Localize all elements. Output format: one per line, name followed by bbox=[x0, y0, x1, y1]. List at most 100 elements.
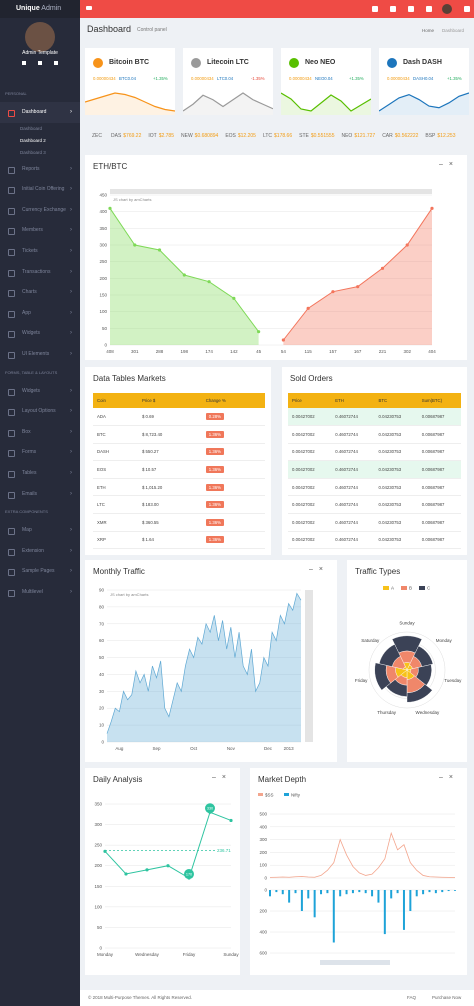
nav-item[interactable]: Emails bbox=[0, 484, 80, 505]
nav-item[interactable]: Sample Pages bbox=[0, 561, 80, 582]
ticker-symbol: IOT bbox=[148, 133, 157, 139]
avatar bbox=[25, 22, 55, 52]
legend-swatch bbox=[258, 793, 263, 796]
table-row: 0.00427002 0.46072744 0.04230753 0.00687987 bbox=[288, 408, 461, 427]
nav-item[interactable]: Reports bbox=[0, 159, 80, 180]
legend-swatch bbox=[401, 586, 407, 590]
y-tick-label: 150 bbox=[94, 884, 102, 889]
coin-card: Dash DASH 0.00000434 DASH0.04 +1.35% bbox=[379, 48, 469, 115]
point bbox=[108, 206, 112, 210]
legend-label: A bbox=[391, 586, 394, 591]
x-tick-label: 45 bbox=[256, 349, 262, 354]
nav-item[interactable]: Tables bbox=[0, 463, 80, 484]
nav-item[interactable]: Widgets bbox=[0, 381, 80, 402]
x-tick-label: 2013 bbox=[284, 746, 295, 751]
sold-orders-panel: Sold Orders Price ETH BTC Sum(BTC) 0.0042700… bbox=[282, 367, 467, 555]
nav-item[interactable]: Tickets bbox=[0, 241, 80, 262]
angle-label: Thursday bbox=[377, 710, 397, 715]
cell: 0.00687987 bbox=[417, 495, 461, 515]
panel-title: Daily Analysis bbox=[93, 775, 143, 784]
nav-item[interactable]: Initial Coin Offering bbox=[0, 179, 80, 200]
nav-item[interactable]: Map bbox=[0, 520, 80, 541]
nav-item[interactable]: UI Elements bbox=[0, 344, 80, 365]
average-label: 236.71 bbox=[217, 848, 231, 853]
y-tick-label: 50 bbox=[102, 326, 108, 331]
angle-label: Wednesday bbox=[416, 710, 440, 715]
breadcrumb-home[interactable]: Home bbox=[422, 28, 435, 33]
sparkline-area bbox=[379, 93, 469, 115]
sold-orders-table: Price ETH BTC Sum(BTC) 0.00427002 0.46072744 0… bbox=[288, 393, 461, 550]
bell-icon[interactable] bbox=[408, 6, 414, 12]
cell: 0.00687987 bbox=[417, 531, 461, 550]
footer-link[interactable]: FAQ bbox=[407, 995, 417, 1000]
cell-text: $ 183.00 bbox=[141, 502, 159, 508]
panel-title: Sold Orders bbox=[290, 374, 333, 383]
x-tick-label: Dec bbox=[264, 746, 273, 751]
cell: $ 1.64 bbox=[137, 531, 202, 550]
cell-text: ETH bbox=[97, 484, 106, 490]
nav-item[interactable]: Transactions bbox=[0, 262, 80, 283]
markets-table: Coin Price $ Change % ADA $ 0.69 0.28% BTC $ 8,… bbox=[93, 393, 265, 550]
depth-bar bbox=[307, 890, 310, 899]
nav-item[interactable]: Multilevel bbox=[0, 582, 80, 603]
sparkline bbox=[183, 92, 273, 112]
x-tick-label: 288 bbox=[156, 349, 164, 354]
angle-label: Monday bbox=[436, 638, 453, 643]
nav-item[interactable]: Charts bbox=[0, 282, 80, 303]
cell: 0.00427002 bbox=[288, 443, 332, 462]
table-row: 0.00427002 0.46072744 0.04230753 0.00687987 bbox=[288, 425, 461, 444]
ticker-price: $0.551555 bbox=[310, 133, 335, 139]
ticker: ZEC DAS $769.22 IOT $2.785 NEW $0.680894 EOS $12… bbox=[92, 133, 472, 139]
cell-text: 0.00687987 bbox=[421, 519, 445, 525]
x-tick-label: Wednesday bbox=[135, 952, 159, 957]
ticker-symbol: ZEC bbox=[92, 133, 102, 139]
nav-item[interactable]: App bbox=[0, 303, 80, 324]
coin-price: 0.00000434 bbox=[93, 76, 116, 81]
search-icon[interactable] bbox=[372, 6, 378, 12]
y-tick-label: 300 bbox=[259, 837, 267, 842]
nav-item[interactable]: Layout Options bbox=[0, 401, 80, 422]
point bbox=[207, 280, 211, 284]
footer-link[interactable]: Purchase Now bbox=[432, 995, 462, 1000]
nav-heading: EXTRA COMPONENTS bbox=[5, 509, 48, 515]
x-tick-label: 408 bbox=[106, 349, 114, 354]
user-icons bbox=[22, 61, 58, 66]
chat-icon[interactable] bbox=[426, 6, 432, 12]
nav-item[interactable]: Forms bbox=[0, 442, 80, 463]
nav-heading: FORMS, TABLE & LAYOUTS bbox=[5, 369, 58, 375]
depth-bar bbox=[371, 890, 374, 897]
y-tick-label: 100 bbox=[94, 904, 102, 909]
depth-bar bbox=[288, 890, 291, 903]
cell-text: EOS bbox=[97, 467, 107, 473]
y-tick-label: 350 bbox=[99, 226, 107, 231]
settings-icon[interactable] bbox=[464, 6, 470, 12]
cell-text: 0.00427002 bbox=[292, 537, 315, 543]
mail-icon[interactable] bbox=[390, 6, 396, 12]
chart: 0 50 100 150 200 250 300 350 Monday Wednesday Frid… bbox=[94, 802, 239, 958]
nav-subitem[interactable]: Dashboard 2 bbox=[20, 137, 46, 143]
ticker-price: $12.205 bbox=[237, 133, 256, 139]
nav-item[interactable]: Box bbox=[0, 422, 80, 443]
cell: 0.00427002 bbox=[288, 408, 332, 427]
profile-icon[interactable] bbox=[442, 4, 452, 14]
nav-item[interactable]: Currency Exchange bbox=[0, 200, 80, 221]
menu-icon[interactable] bbox=[86, 6, 92, 10]
ticker-symbol: CAR bbox=[382, 133, 393, 139]
nav-item[interactable]: Members bbox=[0, 220, 80, 241]
y-tick-label: 0 bbox=[99, 946, 102, 951]
point bbox=[331, 290, 335, 294]
y-tick-label: 300 bbox=[94, 822, 102, 827]
nav: PERSONAL Dashboard Dashboard Dashboard 2 Das… bbox=[0, 86, 80, 602]
nav-item[interactable]: Dashboard bbox=[0, 102, 80, 123]
nav-subitem[interactable]: Dashboard bbox=[20, 125, 43, 131]
depth-bar bbox=[364, 890, 367, 894]
cell-text: 0.00687987 bbox=[421, 449, 445, 455]
nav-item[interactable]: Widgets bbox=[0, 323, 80, 344]
x-tick-label: Monday bbox=[97, 952, 114, 957]
nav-subitem[interactable]: Dashboard 3 bbox=[20, 149, 46, 155]
cell: $ 8,723.40 bbox=[137, 425, 202, 444]
nav-item[interactable]: Extension bbox=[0, 541, 80, 562]
coin-name: Dash DASH bbox=[403, 59, 442, 66]
y-tick-label: 50 bbox=[97, 925, 103, 930]
